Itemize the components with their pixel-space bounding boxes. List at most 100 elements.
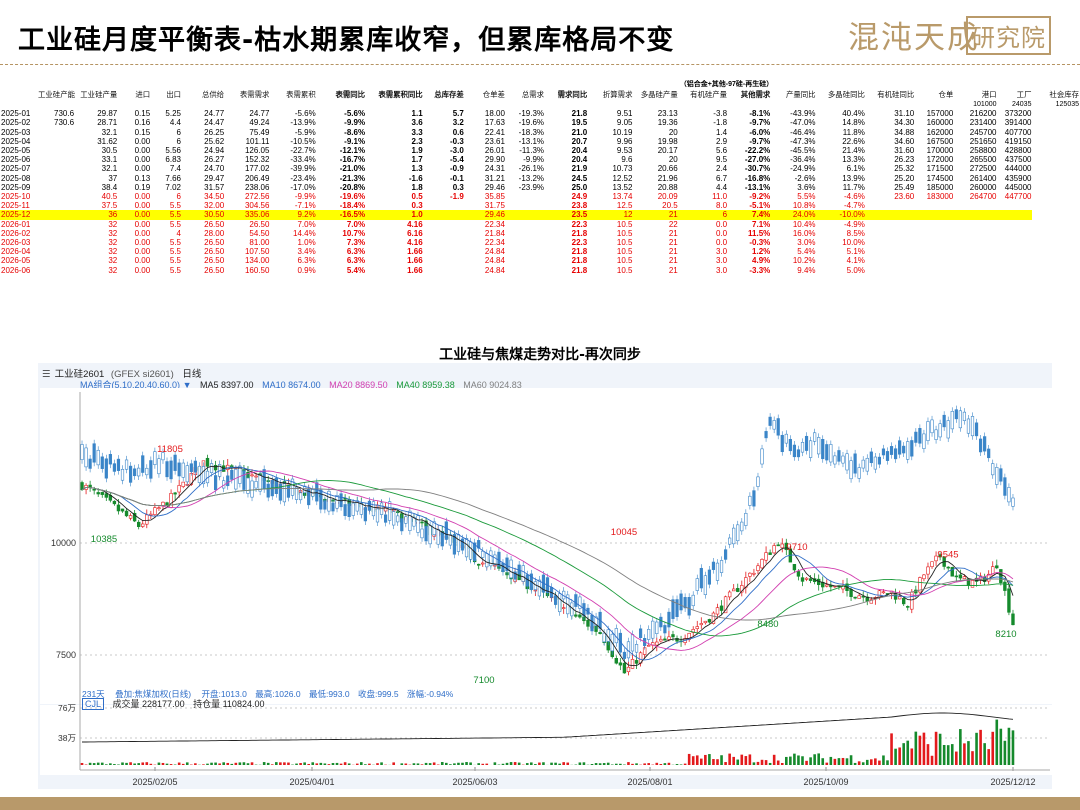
- table-cell: -19.3%: [518, 109, 545, 119]
- table-head-note: （铝合金+其他-97硅-再生硅）: [679, 81, 774, 89]
- table-cell: -21.3%: [339, 173, 366, 183]
- table-cell: 20.66: [657, 164, 678, 174]
- table-cell: -11.3%: [519, 146, 545, 156]
- table-cell: 23.5: [545, 210, 589, 220]
- table-cell: 160.50: [244, 265, 270, 275]
- table-cell: [998, 266, 1033, 275]
- table-cell: -20.8%: [339, 182, 366, 192]
- table-cell: [424, 256, 465, 265]
- table-sub-cell: [118, 99, 151, 109]
- table-header-cell: 有机硅同比: [877, 90, 915, 99]
- table-row: 2025-03 32.1 0.15 6 26.25 75.49 -5.9% -8.6% 3.3 0…: [0, 128, 1080, 137]
- table-cell: 7.02: [165, 182, 181, 192]
- table-cell: [424, 220, 465, 229]
- table-sub-cell: [771, 99, 816, 109]
- table-sub-cell: [151, 99, 182, 109]
- cjl-tag[interactable]: CJL: [82, 698, 105, 710]
- table-cell: 2.4: [715, 164, 728, 174]
- table-cell: 5.5: [169, 256, 181, 266]
- table-header-cell: 仓单差: [482, 90, 505, 99]
- table-header-cell: 进口: [135, 90, 151, 99]
- table-cell: 22.3: [571, 219, 588, 229]
- table-cell: 25.20: [894, 173, 915, 183]
- table-cell: -9.9%: [294, 192, 316, 202]
- table-sub-cell: [366, 99, 424, 109]
- table-cell: -12.1%: [339, 146, 366, 156]
- symbol-label[interactable]: 工业硅2601: [54, 369, 105, 380]
- table-cell: 0.00: [134, 247, 151, 257]
- ma-group-label[interactable]: MA组合(5,10,20,40,60,0): [80, 380, 181, 390]
- table-cell: 5.5: [169, 219, 181, 229]
- table-cell: 0.9%: [297, 265, 316, 275]
- table-header-cell: 其他需求: [740, 90, 771, 99]
- table-cell: 20.88: [657, 182, 678, 192]
- table-cell: 21.96: [657, 173, 678, 183]
- table-cell: [998, 229, 1033, 238]
- table-cell: 8.5%: [846, 228, 865, 238]
- table-cell: [915, 220, 954, 229]
- table-cell: 264700: [969, 192, 997, 202]
- table-cell: 20.09: [657, 192, 678, 202]
- table-cell: 12: [588, 210, 634, 220]
- info-days: 231天: [82, 689, 105, 699]
- table-cell: [37, 128, 75, 137]
- table-cell: 3.0: [715, 265, 728, 275]
- table-cell: [771, 80, 816, 90]
- table-cell: 81.00: [249, 238, 270, 248]
- table-sub-row: 101000 24035 125035: [0, 99, 1080, 109]
- table-cell: [37, 266, 75, 275]
- table-month-cell: 2026-01: [1, 219, 31, 229]
- table-cell: 730.6: [54, 109, 75, 119]
- period-label[interactable]: 日线: [182, 369, 202, 380]
- table-cell: 177.02: [244, 164, 270, 174]
- ma60-label: MA60 9024.83: [463, 380, 522, 390]
- menu-icon[interactable]: ☰: [42, 369, 51, 380]
- symbol-bar: ☰ 工业硅2601 (GFEX si2601) 日线: [42, 366, 201, 380]
- table-cell: 29.47: [204, 173, 225, 183]
- table-cell: 1.1: [411, 109, 423, 119]
- table-cell: -0.3: [450, 136, 464, 146]
- table-cell: 25.0: [571, 182, 588, 192]
- table-cell: 1.4: [715, 127, 728, 137]
- table-cell: 13.74: [612, 192, 633, 202]
- table-row: 2026-01 32 0.00 5.5 26.50 26.50 7.0% 7.0% 4.16 22…: [0, 220, 1080, 229]
- table-cell: [506, 201, 545, 210]
- price-plot-area: [40, 388, 1052, 704]
- table-cell: -4.6%: [843, 192, 865, 202]
- table-cell: 11.8%: [842, 127, 865, 137]
- table-cell: [866, 201, 915, 210]
- table-cell: 4.4: [169, 118, 181, 128]
- table-cell: -3.0: [450, 146, 464, 156]
- table-cell: 38.4: [101, 182, 118, 192]
- ma-dropdown-icon[interactable]: ▼: [182, 380, 192, 390]
- table-cell: [37, 229, 75, 238]
- table-cell: 5.4%: [797, 247, 816, 257]
- info-high: 最高:1026.0: [255, 689, 301, 699]
- table-cell: 447700: [1004, 192, 1032, 202]
- table-sub-cell: [0, 99, 37, 109]
- table-cell: [954, 80, 997, 90]
- table-cell: 24.94: [204, 146, 225, 156]
- table-cell: [817, 80, 866, 90]
- table-cell: 162000: [926, 127, 954, 137]
- table-cell: 0.0: [715, 238, 728, 248]
- table-cell: -3.3%: [749, 265, 771, 275]
- table-cell: 7.66: [165, 173, 181, 183]
- table-cell: 34.88: [894, 127, 915, 137]
- table-cell: -18.4%: [339, 201, 366, 211]
- table-cell: 0.00: [134, 256, 151, 266]
- table-cell: 1.9: [411, 146, 423, 156]
- table-cell: 26.01: [484, 146, 505, 156]
- symbol-code: (GFEX si2601): [110, 369, 174, 380]
- table-cell: [866, 266, 915, 275]
- table-cell: 6.1%: [846, 164, 865, 174]
- table-month-cell: 2025-09: [1, 182, 31, 192]
- table-cell: 5.5: [169, 265, 181, 275]
- table-cell: 2.9: [715, 136, 728, 146]
- table-cell: [588, 80, 633, 90]
- table-cell: -0.3%: [749, 238, 771, 248]
- table-cell: 0.00: [134, 219, 151, 229]
- table-header-cell: 表需累积: [286, 90, 316, 99]
- table-cell: 10.8%: [792, 201, 816, 211]
- table-sub-cell: [37, 99, 75, 109]
